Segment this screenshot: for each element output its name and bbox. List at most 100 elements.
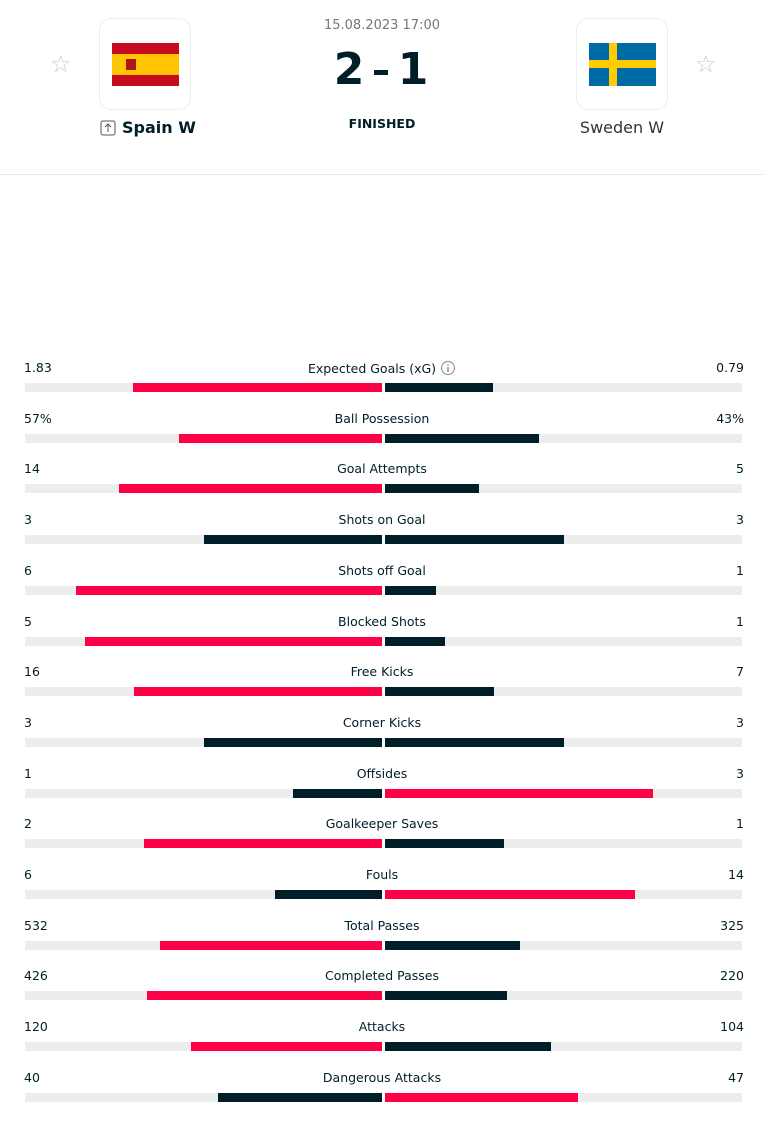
home-value: 532 — [24, 917, 48, 933]
stat-label: Completed Passes — [324, 968, 439, 984]
home-bar — [118, 484, 382, 494]
away-bar — [385, 383, 493, 392]
home-value: 2 — [24, 816, 32, 832]
advance-icon — [100, 120, 116, 136]
away-bar — [385, 1092, 578, 1102]
bar-track — [25, 788, 382, 798]
bar-track — [385, 383, 742, 392]
stat-label: Fouls — [365, 867, 399, 882]
away-bar — [385, 890, 635, 899]
home-bar — [160, 940, 382, 950]
home-bar — [133, 687, 382, 697]
away-bar — [385, 585, 436, 595]
home-value: 1 — [24, 765, 32, 781]
home-bar — [76, 585, 382, 595]
away-team[interactable]: Sweden W — [579, 118, 665, 137]
bar-track — [25, 1092, 382, 1102]
score-separator — [374, 70, 388, 75]
bar-track — [385, 940, 742, 950]
stat-label: Dangerous Attacks — [322, 1069, 442, 1085]
stat-label: Shots on Goal — [338, 512, 426, 528]
bar-track — [385, 535, 742, 545]
away-value: 325 — [720, 917, 744, 933]
away-bar — [385, 737, 564, 747]
away-value: 1 — [736, 613, 744, 629]
away-bar — [385, 940, 521, 950]
home-value: 6 — [24, 562, 32, 578]
sweden-flag — [589, 43, 656, 86]
home-bar — [203, 737, 382, 747]
home-score: 2 — [333, 44, 365, 95]
away-bar — [385, 788, 653, 798]
stat-label: Expected Goals (xG) — [182, 360, 582, 376]
home-bar — [274, 890, 382, 899]
bar-track — [385, 433, 742, 443]
home-bar — [292, 788, 382, 798]
stat-label: Attacks — [358, 1019, 406, 1035]
away-value: 3 — [736, 765, 744, 781]
away-bar — [385, 484, 479, 494]
away-value: 1 — [736, 562, 744, 578]
stat-label: Ball Possession — [334, 410, 430, 426]
away-bar — [385, 636, 445, 646]
home-bar — [203, 535, 382, 545]
home-bar — [144, 839, 382, 849]
stat-label: Free Kicks — [350, 664, 414, 680]
home-value: 14 — [24, 461, 40, 477]
away-value: 220 — [720, 968, 744, 984]
away-bar — [385, 839, 504, 849]
away-value: 47 — [728, 1069, 744, 1085]
favorite-star[interactable]: ☆ — [695, 50, 717, 78]
home-value: 6 — [24, 867, 32, 882]
away-value: 43% — [716, 410, 744, 426]
away-logo[interactable] — [576, 18, 668, 110]
home-value: 3 — [24, 512, 32, 528]
home-bar — [84, 636, 382, 646]
stat-label: Goalkeeper Saves — [325, 816, 439, 832]
away-score: 1 — [397, 44, 429, 95]
home-bar — [217, 1092, 382, 1102]
bar-track — [385, 737, 742, 747]
home-team[interactable]: Spain W — [122, 118, 196, 137]
away-bar — [385, 433, 539, 443]
home-value: 3 — [24, 714, 32, 730]
home-value: 16 — [24, 664, 40, 680]
bar-track — [385, 636, 742, 646]
away-value: 7 — [736, 664, 744, 680]
home-bar — [132, 383, 382, 392]
home-value: 40 — [24, 1069, 40, 1085]
home-value: 426 — [24, 968, 48, 984]
bar-track — [385, 1042, 742, 1052]
away-value: 14 — [728, 867, 744, 882]
home-value: 57% — [24, 410, 52, 426]
away-bar — [385, 687, 494, 697]
home-bar — [190, 1042, 382, 1052]
away-value: 0.79 — [716, 360, 744, 375]
away-value: 104 — [720, 1019, 744, 1035]
spain-flag — [112, 43, 179, 86]
info-icon[interactable] — [440, 360, 456, 376]
away-bar — [385, 535, 564, 545]
favorite-star[interactable]: ☆ — [50, 50, 72, 78]
stat-label: Corner Kicks — [342, 714, 422, 730]
away-value: 5 — [736, 461, 744, 477]
home-value: 5 — [24, 613, 32, 629]
away-value: 1 — [736, 816, 744, 832]
away-value: 3 — [736, 512, 744, 528]
away-bar — [385, 1042, 551, 1052]
away-bar — [385, 991, 507, 1001]
bar-track — [385, 585, 742, 595]
bar-track — [385, 687, 742, 697]
match-date: 15.08.2023 17:00 — [323, 18, 441, 33]
bar-track — [25, 890, 382, 899]
bar-track — [385, 991, 742, 1001]
stat-label: Blocked Shots — [338, 613, 426, 629]
bar-track — [385, 839, 742, 849]
home-logo[interactable] — [99, 18, 191, 110]
away-value: 3 — [736, 714, 744, 730]
home-value: 120 — [24, 1019, 48, 1035]
stat-label: Goal Attempts — [337, 461, 427, 477]
home-bar — [178, 433, 382, 443]
stat-label: Total Passes — [344, 917, 420, 933]
